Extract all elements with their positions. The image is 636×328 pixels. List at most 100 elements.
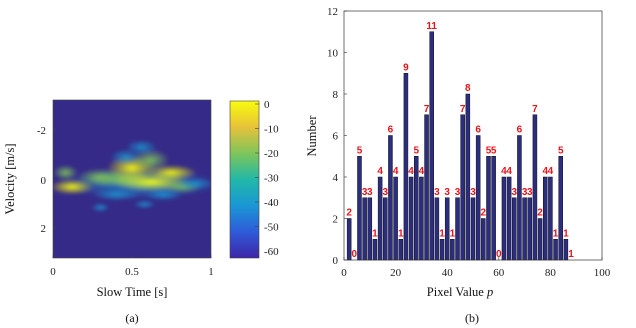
colorbar-tick-label: -30 xyxy=(264,173,279,185)
bar-chart-x-tick-label: 80 xyxy=(545,267,557,279)
bar xyxy=(542,176,548,261)
bar-data-label: 8 xyxy=(465,83,471,94)
bar xyxy=(419,176,424,261)
heatmap-blob xyxy=(53,164,79,181)
bar xyxy=(460,114,465,261)
bar-chart-x-tick-label: 20 xyxy=(390,267,402,279)
bar xyxy=(532,114,538,261)
heatmap-y-tick-label: 2 xyxy=(41,223,47,235)
bar xyxy=(429,31,434,261)
bar xyxy=(408,176,414,261)
bar-chart-x-tick-label: 100 xyxy=(594,267,611,279)
bar-data-label: 2 xyxy=(537,208,543,219)
bar xyxy=(424,114,429,261)
bar-chart-x-tick-label: 40 xyxy=(442,267,454,279)
heatmap-blob xyxy=(176,177,211,191)
heatmap-x-axis-label: Slow Time [s] xyxy=(97,285,168,299)
heatmap-x-tick-label: 1 xyxy=(208,266,214,278)
heatmap-x-tick-label: 0.5 xyxy=(125,266,139,278)
bar-data-label: 4 xyxy=(377,166,383,177)
bar xyxy=(558,156,563,261)
bar-data-label: 5 xyxy=(357,145,363,156)
heatmap-blob xyxy=(144,188,183,202)
bar xyxy=(475,135,481,261)
colorbar-tick-label: -40 xyxy=(264,197,279,209)
bar-chart-y-tick-label: 10 xyxy=(327,48,339,60)
bar xyxy=(481,218,486,261)
bar-data-label: 3 xyxy=(511,187,517,198)
panel-a-caption: (a) xyxy=(125,311,138,325)
bar-data-label: 1 xyxy=(563,228,569,239)
heatmap-y-axis-label: Velocity [m/s] xyxy=(3,143,17,214)
bar xyxy=(553,239,558,261)
bar-data-label: 1 xyxy=(553,228,559,239)
bar xyxy=(388,135,393,261)
bar xyxy=(393,176,398,261)
bar-data-label: 1 xyxy=(398,228,404,239)
colorbar-ticks: 0 -10 -20 -30 -40 -50 -60 xyxy=(255,99,279,258)
bar xyxy=(398,239,404,261)
bar-data-label: 4 xyxy=(542,166,548,177)
bar-data-label: 1 xyxy=(450,228,456,239)
heatmap-panel: 0 0.5 1 -202 Slow Time [s] Velocity [m/s] … xyxy=(3,99,279,325)
bar-data-label: 3 xyxy=(522,187,528,198)
bar-chart-x-axis-label: Pixel Value p xyxy=(427,285,493,299)
colorbar-tick-label: -10 xyxy=(264,124,279,136)
bar xyxy=(362,197,367,261)
heatmap-blob xyxy=(146,164,197,181)
bar-data-label: 4 xyxy=(506,166,512,177)
bar-data-label: 4 xyxy=(548,166,554,177)
bar-data-label: 3 xyxy=(455,187,461,198)
heatmap-x-ticks: 0 0.5 1 xyxy=(50,255,214,278)
colorbar-tick-label: -60 xyxy=(264,246,279,258)
colorbar xyxy=(229,100,260,259)
x-axis-label-variable: p xyxy=(486,285,493,299)
bar-data-label: 0 xyxy=(352,249,358,260)
heatmap-blob xyxy=(109,148,142,165)
bar-data-label: 1 xyxy=(439,228,445,239)
bar-data-label: 1 xyxy=(372,228,378,239)
bar-data-label: 3 xyxy=(434,187,440,198)
bar-data-label: 1 xyxy=(568,249,574,260)
bar-data-label: 7 xyxy=(532,104,538,115)
bar xyxy=(501,176,507,261)
heatmap-x-tick-label: 0 xyxy=(50,266,56,278)
bar xyxy=(548,176,553,261)
bar-data-label: 2 xyxy=(346,208,352,219)
bar-chart-y-tick-label: 2 xyxy=(333,214,339,226)
bar xyxy=(450,239,455,261)
bar-data-label: 5 xyxy=(558,145,564,156)
bar-data-label: 3 xyxy=(470,187,476,198)
bar-data-label: 5 xyxy=(491,145,497,156)
colorbar-tick-label: -20 xyxy=(264,148,279,160)
bar xyxy=(383,197,388,261)
bar xyxy=(512,197,517,261)
bar xyxy=(470,197,476,261)
x-axis-label-text: Pixel Value xyxy=(427,285,485,299)
bar-data-label: 11 xyxy=(426,21,437,32)
bar-data-label: 0 xyxy=(496,249,502,260)
bar-data-label: 5 xyxy=(413,145,419,156)
bar-data-label: 9 xyxy=(403,62,409,73)
bar-data-label: 6 xyxy=(388,125,394,136)
bar xyxy=(439,239,445,261)
bar xyxy=(527,197,533,261)
bar-chart-y-ticks: 0 2 4 6 8 10 12 xyxy=(327,6,347,267)
bar-chart-y-tick-label: 0 xyxy=(333,255,339,267)
bar-data-label: 6 xyxy=(517,125,523,136)
bar-data-label: 3 xyxy=(527,187,533,198)
bar-chart-x-tick-label: 60 xyxy=(493,267,505,279)
bar-data-label: 7 xyxy=(460,104,466,115)
bar-chart-y-axis-label: Number xyxy=(305,115,319,157)
bar-data-label: 3 xyxy=(382,187,388,198)
bar xyxy=(357,156,362,261)
bar-chart-x-ticks: 0 20 40 60 80 100 xyxy=(341,257,611,279)
bar-data-label: 3 xyxy=(367,187,373,198)
bar xyxy=(372,239,378,261)
colorbar-tick-label: 0 xyxy=(264,99,270,111)
bar xyxy=(455,197,460,261)
bar-chart-x-tick-label: 0 xyxy=(341,267,347,279)
